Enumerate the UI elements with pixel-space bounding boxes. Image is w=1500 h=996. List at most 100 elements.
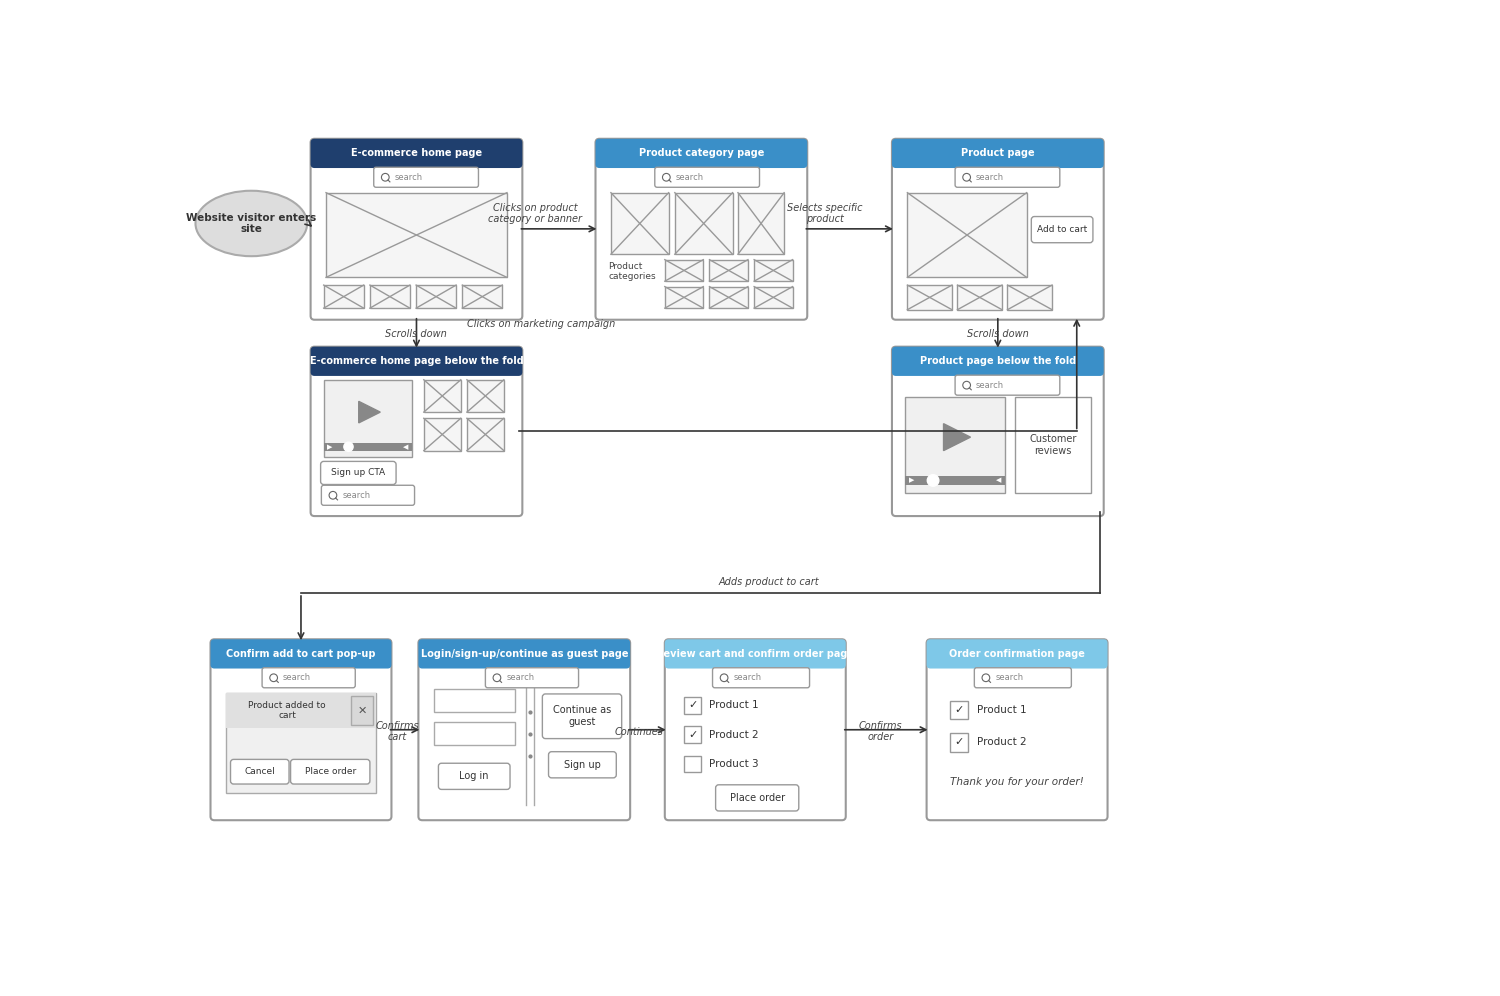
Text: ✓: ✓ xyxy=(688,700,698,710)
Bar xyxy=(950,701,968,719)
Text: Selects specific
product: Selects specific product xyxy=(788,202,862,224)
Text: Product category page: Product category page xyxy=(639,148,764,158)
Bar xyxy=(675,192,732,254)
Text: Confirms
cart: Confirms cart xyxy=(376,721,420,742)
Text: Add to cart: Add to cart xyxy=(1036,225,1088,234)
FancyBboxPatch shape xyxy=(664,639,846,668)
Text: Product 2: Product 2 xyxy=(976,737,1026,747)
FancyBboxPatch shape xyxy=(310,347,522,516)
Bar xyxy=(600,153,804,164)
Bar xyxy=(896,362,1100,373)
Bar xyxy=(754,287,792,308)
Polygon shape xyxy=(358,401,381,423)
Bar xyxy=(904,396,1005,493)
Bar xyxy=(908,285,952,310)
Text: Continues: Continues xyxy=(615,727,664,737)
Text: Clicks on marketing campaign: Clicks on marketing campaign xyxy=(468,319,615,329)
FancyBboxPatch shape xyxy=(927,639,1107,668)
Bar xyxy=(684,726,700,743)
Bar xyxy=(664,287,704,308)
Text: Cancel: Cancel xyxy=(244,767,274,776)
Text: Product page below the fold: Product page below the fold xyxy=(920,357,1076,367)
FancyBboxPatch shape xyxy=(310,347,522,375)
Bar xyxy=(424,379,460,412)
FancyBboxPatch shape xyxy=(310,138,522,168)
Text: search: search xyxy=(394,172,423,182)
FancyBboxPatch shape xyxy=(543,694,621,739)
FancyBboxPatch shape xyxy=(291,759,370,784)
Bar xyxy=(957,285,1002,310)
Text: Confirm add to cart pop-up: Confirm add to cart pop-up xyxy=(226,649,375,659)
Text: Continue as
guest: Continue as guest xyxy=(554,705,610,727)
Bar xyxy=(324,285,363,308)
FancyBboxPatch shape xyxy=(486,667,579,688)
Bar xyxy=(664,260,704,281)
Text: Customer
reviews: Customer reviews xyxy=(1029,434,1077,455)
Text: Log in: Log in xyxy=(459,771,489,781)
FancyBboxPatch shape xyxy=(310,138,522,320)
Text: E-commerce home page below the fold: E-commerce home page below the fold xyxy=(309,357,524,367)
Bar xyxy=(950,733,968,752)
Text: Place order: Place order xyxy=(729,793,784,803)
Bar xyxy=(326,192,507,277)
FancyBboxPatch shape xyxy=(956,375,1060,395)
Bar xyxy=(896,153,1100,164)
Bar xyxy=(433,689,514,712)
Bar xyxy=(370,285,410,308)
Text: search: search xyxy=(284,673,310,682)
FancyBboxPatch shape xyxy=(716,785,800,811)
Text: Product 1: Product 1 xyxy=(708,700,759,710)
Text: Scrolls down: Scrolls down xyxy=(968,329,1029,339)
Bar xyxy=(669,654,842,664)
Bar xyxy=(710,287,748,308)
Text: Product page: Product page xyxy=(962,148,1035,158)
Text: Product added to
cart: Product added to cart xyxy=(249,701,326,720)
Text: ◀: ◀ xyxy=(404,444,410,450)
Bar xyxy=(214,654,387,664)
Text: search: search xyxy=(675,172,704,182)
Text: Product 1: Product 1 xyxy=(976,705,1026,715)
Text: Review cart and confirm order page: Review cart and confirm order page xyxy=(657,649,855,659)
Circle shape xyxy=(344,442,352,451)
Bar xyxy=(738,192,784,254)
FancyBboxPatch shape xyxy=(596,138,807,320)
FancyBboxPatch shape xyxy=(664,639,846,821)
FancyBboxPatch shape xyxy=(892,347,1104,375)
Bar xyxy=(684,756,700,773)
FancyBboxPatch shape xyxy=(892,347,1104,516)
FancyBboxPatch shape xyxy=(438,763,510,790)
FancyBboxPatch shape xyxy=(231,759,290,784)
Bar xyxy=(908,192,1026,277)
FancyBboxPatch shape xyxy=(927,639,1107,821)
Text: Place order: Place order xyxy=(304,767,355,776)
Bar xyxy=(1008,285,1052,310)
Circle shape xyxy=(927,475,939,486)
Bar xyxy=(466,379,504,412)
Polygon shape xyxy=(944,423,970,450)
Text: ▶: ▶ xyxy=(909,477,914,483)
Bar xyxy=(904,476,1005,485)
Ellipse shape xyxy=(195,191,308,256)
Bar xyxy=(466,418,504,450)
Bar xyxy=(610,192,669,254)
Text: Website visitor enters
site: Website visitor enters site xyxy=(186,213,316,234)
FancyBboxPatch shape xyxy=(321,461,396,484)
FancyBboxPatch shape xyxy=(956,167,1060,187)
FancyBboxPatch shape xyxy=(1032,216,1094,243)
Text: E-commerce home page: E-commerce home page xyxy=(351,148,482,158)
Text: search: search xyxy=(994,673,1023,682)
FancyBboxPatch shape xyxy=(596,138,807,168)
Text: Sign up: Sign up xyxy=(564,760,602,770)
Text: search: search xyxy=(342,491,370,500)
Text: Clicks on product
category or banner: Clicks on product category or banner xyxy=(489,202,582,224)
Text: ▶: ▶ xyxy=(327,444,333,450)
Text: Adds product to cart: Adds product to cart xyxy=(718,577,819,587)
Bar xyxy=(315,362,519,373)
Bar xyxy=(462,285,503,308)
Bar xyxy=(424,418,460,450)
Bar xyxy=(351,696,374,725)
Bar xyxy=(710,260,748,281)
FancyBboxPatch shape xyxy=(210,639,392,821)
FancyBboxPatch shape xyxy=(656,167,759,187)
Bar xyxy=(324,443,413,450)
